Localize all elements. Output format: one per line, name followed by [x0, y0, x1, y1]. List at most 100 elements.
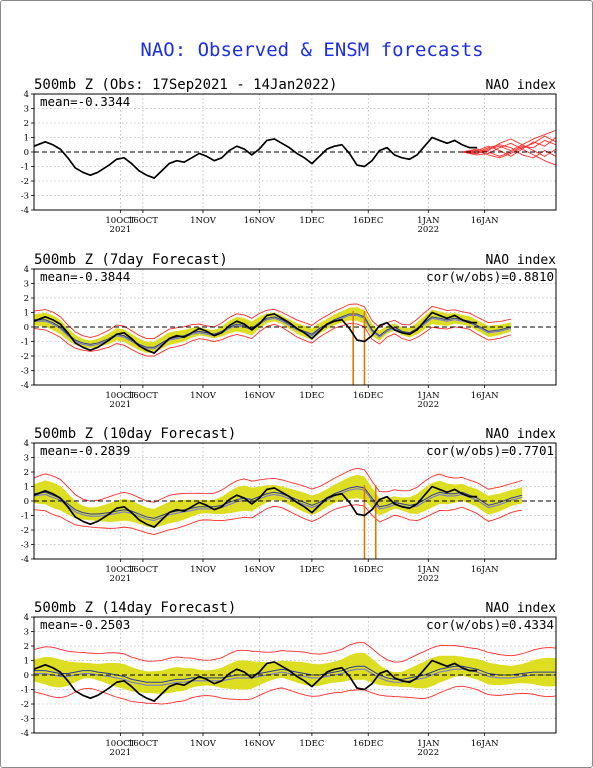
- xtick-year: 2022: [417, 574, 439, 584]
- ytick-label: -2: [21, 352, 29, 362]
- xtick-label: 16OCT: [128, 565, 158, 575]
- panel-index-label: NAO index: [486, 78, 557, 93]
- mean-label: mean=-0.2503: [40, 617, 130, 632]
- ytick-label: -3: [21, 367, 29, 377]
- ytick-label: 3: [24, 454, 29, 464]
- ytick-label: -3: [21, 541, 29, 551]
- ytick-label: -4: [21, 381, 29, 391]
- ytick-label: -1: [21, 163, 29, 173]
- ytick-label: 3: [24, 280, 29, 290]
- ytick-label: -4: [21, 555, 29, 565]
- xtick-label: 16OCT: [128, 391, 158, 401]
- ytick-label: -2: [21, 700, 29, 710]
- xtick-label: 10OCT: [105, 391, 135, 401]
- ytick-label: -4: [21, 206, 29, 216]
- panel-index-label: NAO index: [486, 427, 557, 442]
- envelope-upper: [33, 467, 523, 503]
- xtick-label: 1DEC: [299, 391, 324, 401]
- member-line: [462, 138, 557, 157]
- xtick-label: 16DEC: [353, 216, 383, 226]
- observed-line: [33, 311, 478, 354]
- ensemble-mean-line: [33, 488, 523, 522]
- mean-label: mean=-0.3344: [40, 94, 130, 109]
- panel-title: 500mb Z (14day Forecast): [34, 600, 236, 616]
- panel-title: 500mb Z (Obs: 17Sep2021 - 14Jan2022): [34, 77, 337, 93]
- ytick-label: -1: [21, 512, 29, 522]
- xtick-year: 2021: [110, 225, 132, 235]
- panel-title: 500mb Z (10day Forecast): [34, 426, 236, 442]
- xtick-year: 2022: [417, 748, 439, 758]
- xtick-label: 16OCT: [128, 739, 158, 749]
- xtick-label: 10OCT: [105, 739, 135, 749]
- xtick-label: 1DEC: [299, 565, 324, 575]
- ytick-label: 0: [24, 497, 29, 507]
- xtick-year: 2021: [110, 400, 132, 410]
- panel-index-label: NAO index: [486, 253, 557, 268]
- xtick-label: 16NOV: [244, 391, 276, 401]
- member-line: [462, 142, 557, 166]
- ytick-label: 2: [24, 294, 29, 304]
- ytick-label: 4: [24, 439, 29, 449]
- ytick-label: 0: [24, 148, 29, 158]
- forecast-line: [33, 485, 523, 519]
- xtick-label: 1NOV: [190, 565, 217, 575]
- xtick-label: 1JAN: [417, 391, 440, 401]
- ytick-label: -3: [21, 192, 29, 202]
- xtick-label: 1DEC: [299, 739, 324, 749]
- ytick-label: 3: [24, 105, 29, 115]
- observed-line: [33, 136, 478, 179]
- ytick-label: -2: [21, 526, 29, 536]
- page-title: NAO: Observed & ENSM forecasts: [140, 39, 483, 61]
- xtick-label: 10OCT: [105, 565, 135, 575]
- spread-band: [34, 652, 556, 694]
- ytick-label: 3: [24, 628, 29, 638]
- xtick-label: 1NOV: [190, 739, 217, 749]
- envelope-lower: [33, 685, 557, 705]
- envelope-lower: [33, 504, 523, 535]
- envelope-lower: [33, 323, 512, 357]
- ytick-label: -2: [21, 177, 29, 187]
- xtick-label: 1JAN: [417, 739, 440, 749]
- xtick-label: 1JAN: [417, 565, 440, 575]
- ytick-label: -4: [21, 729, 29, 739]
- xtick-label: 1JAN: [417, 216, 440, 226]
- ytick-label: 4: [24, 265, 29, 275]
- xtick-label: 16OCT: [128, 216, 158, 226]
- correlation-label: cor(w/obs)=0.8810: [426, 269, 554, 284]
- ytick-label: -1: [21, 686, 29, 696]
- xtick-label: 10OCT: [105, 216, 135, 226]
- member-line: [462, 137, 557, 157]
- ytick-label: 1: [24, 134, 29, 144]
- xtick-year: 2022: [417, 400, 439, 410]
- xtick-label: 16JAN: [471, 565, 499, 575]
- observed-line: [33, 659, 478, 702]
- panel-title: 500mb Z (7day Forecast): [34, 252, 228, 268]
- ytick-label: 2: [24, 642, 29, 652]
- xtick-year: 2022: [417, 225, 439, 235]
- ytick-label: 1: [24, 483, 29, 493]
- correlation-label: cor(w/obs)=0.7701: [426, 443, 554, 458]
- spread-band: [34, 474, 523, 528]
- xtick-label: 1NOV: [190, 216, 217, 226]
- xtick-label: 16JAN: [471, 216, 499, 226]
- ytick-label: 2: [24, 119, 29, 129]
- ytick-label: 1: [24, 309, 29, 319]
- envelope-upper: [33, 303, 512, 340]
- xtick-label: 16JAN: [471, 739, 499, 749]
- xtick-label: 16DEC: [353, 391, 383, 401]
- ytick-label: -1: [21, 338, 29, 348]
- ytick-label: 0: [24, 671, 29, 681]
- forecast-line: [34, 665, 556, 683]
- xtick-label: 16DEC: [353, 565, 383, 575]
- observed-line: [33, 485, 478, 528]
- xtick-label: 1DEC: [299, 216, 324, 226]
- ytick-label: 1: [24, 657, 29, 667]
- ytick-label: 4: [24, 90, 29, 100]
- xtick-label: 1NOV: [190, 391, 217, 401]
